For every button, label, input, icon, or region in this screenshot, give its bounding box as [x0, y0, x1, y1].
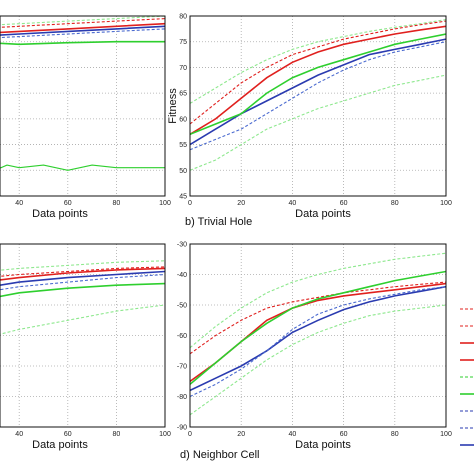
series-line-5 — [190, 270, 446, 385]
y-tick-label: 45 — [179, 194, 187, 201]
x-tick-label: 0 — [188, 431, 192, 438]
x-tick-label: 60 — [64, 431, 72, 438]
x-tick-label: 60 — [340, 431, 348, 438]
y-tick-label: -40 — [177, 272, 187, 279]
plot-frame — [0, 243, 166, 428]
series-line-5 — [190, 33, 446, 136]
x-tick-label: 40 — [15, 431, 23, 438]
x-tick-label: 40 — [289, 431, 297, 438]
x-axis-label: Data points — [32, 439, 88, 451]
series-line-4 — [190, 286, 446, 397]
x-tick-label: 80 — [391, 200, 399, 207]
series-line-4 — [0, 273, 165, 291]
y-tick-label: -80 — [177, 394, 187, 401]
y-tick-label: 65 — [179, 91, 187, 98]
y-tick-label: 50 — [179, 168, 187, 175]
series-line-1 — [0, 22, 165, 34]
x-tick-label: 100 — [159, 200, 171, 207]
x-tick-label: 40 — [15, 200, 23, 207]
x-axis-label: Data points — [295, 439, 351, 451]
captions: b) Trivial Hole d) Neighbor Cell — [180, 216, 259, 461]
x-tick-label: 100 — [440, 431, 452, 438]
series-line-7 — [190, 304, 446, 416]
series-line-7 — [190, 74, 446, 171]
plot-frame — [189, 15, 447, 197]
series-group — [0, 16, 165, 171]
x-tick-label: 60 — [340, 200, 348, 207]
grid — [0, 16, 165, 196]
plot-frame — [0, 15, 166, 197]
series-group — [190, 19, 446, 171]
x-tick-label: 60 — [64, 200, 72, 207]
y-tick-label: -90 — [177, 425, 187, 432]
series-line-6 — [190, 19, 446, 104]
y-axis-label: Fitness — [167, 88, 179, 124]
grid — [190, 16, 446, 196]
chart-panels: 40 60 80 100 Data points 0 20 40 60 80 100 45 50 55 60… — [0, 14, 452, 452]
x-tick-label: 80 — [113, 431, 121, 438]
y-tick-label: -50 — [177, 303, 187, 310]
y-tick-label: 75 — [179, 39, 187, 46]
y-tick-label: 80 — [179, 14, 187, 21]
series-line-6 — [0, 260, 165, 271]
series-line-5 — [0, 40, 165, 46]
caption-b: b) Trivial Hole — [185, 216, 252, 228]
series-line-4 — [0, 28, 165, 39]
series-line-2 — [190, 20, 446, 125]
x-tick-label: 20 — [237, 431, 245, 438]
chart-panel-2: 0 20 40 60 80 100 45 50 55 60 65 70 75 80 Data points F… — [167, 14, 452, 221]
grid — [190, 244, 446, 427]
y-tick-label: -30 — [177, 242, 187, 249]
series-line-2 — [0, 18, 165, 28]
series-line-3 — [190, 285, 446, 392]
chart-panel-4: 0 20 40 60 80 100 -30 -40 -50 -60 -70 -80 -90 Data po… — [177, 242, 452, 452]
x-tick-label: 0 — [188, 200, 192, 207]
x-tick-label: 20 — [237, 200, 245, 207]
x-axis-label: Data points — [295, 208, 351, 220]
y-tick-label: 55 — [179, 142, 187, 149]
series-line-2 — [0, 266, 165, 277]
series-line-3 — [190, 38, 446, 146]
series-line-6 — [190, 252, 446, 349]
y-tick-label: -70 — [177, 364, 187, 371]
legend — [460, 308, 474, 446]
series-line-3 — [0, 270, 165, 286]
x-axis-label: Data points — [32, 208, 88, 220]
series-line-5 — [0, 282, 165, 298]
x-tick-label: 80 — [391, 431, 399, 438]
chart-panel-1: 40 60 80 100 Data points — [0, 15, 171, 220]
series-group — [190, 252, 446, 416]
y-tick-label: 60 — [179, 116, 187, 123]
series-line-1 — [190, 25, 446, 135]
plot-frame — [189, 243, 447, 428]
x-tick-label: 100 — [159, 431, 171, 438]
x-tick-label: 40 — [289, 200, 297, 207]
series-line-6 — [0, 16, 165, 26]
y-tick-label: -60 — [177, 333, 187, 340]
series-line-4 — [190, 41, 446, 151]
x-tick-label: 80 — [113, 200, 121, 207]
series-line-7 — [0, 164, 165, 171]
series-line-2 — [190, 281, 446, 355]
chart-panel-3: 40 60 80 100 Data points — [0, 243, 171, 451]
x-tick-label: 100 — [440, 200, 452, 207]
series-line-7 — [0, 304, 165, 335]
series-line-1 — [0, 267, 165, 281]
caption-d: d) Neighbor Cell — [180, 449, 259, 461]
series-line-3 — [0, 25, 165, 36]
y-tick-label: 70 — [179, 65, 187, 72]
series-group — [0, 260, 165, 335]
